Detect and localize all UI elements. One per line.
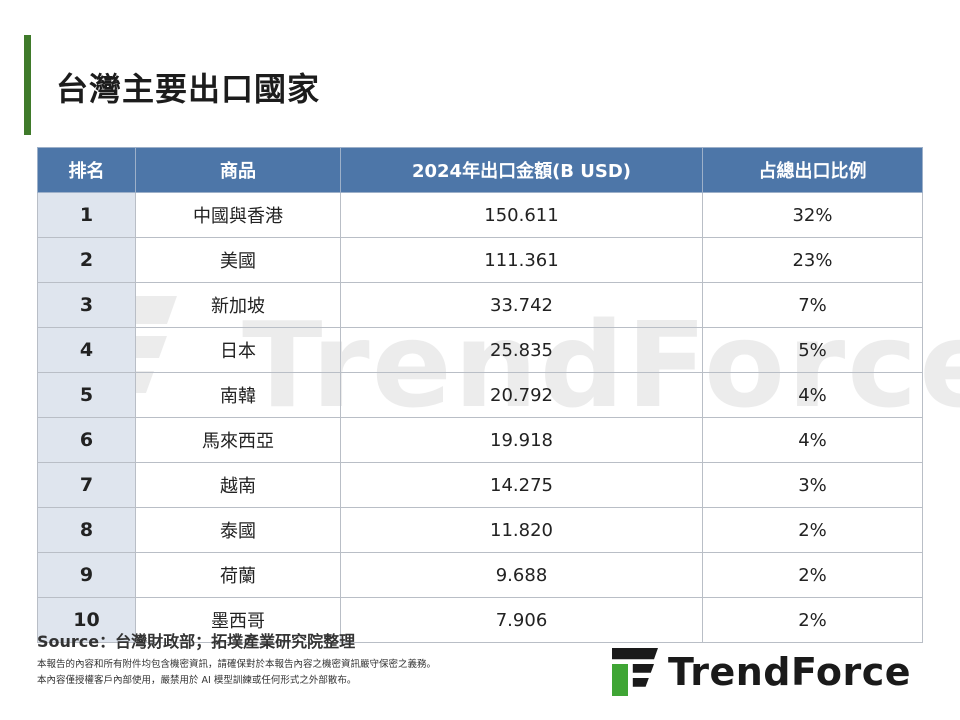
table-row: 6 馬來西亞 19.918 4% [37,417,923,463]
table-row: 9 荷蘭 9.688 2% [37,552,923,598]
title-accent-bar [24,35,31,135]
item-cell: 墨西哥 [135,597,341,643]
amount-cell: 9.688 [340,552,703,598]
share-cell: 23% [702,237,923,283]
rank-cell: 5 [37,372,136,418]
share-cell: 7% [702,282,923,328]
rank-cell: 10 [37,597,136,643]
amount-cell: 25.835 [340,327,703,373]
share-cell: 4% [702,417,923,463]
table-row: 7 越南 14.275 3% [37,462,923,508]
share-cell: 2% [702,597,923,643]
header-rank: 排名 [37,147,136,193]
item-cell: 中國與香港 [135,192,341,238]
item-cell: 日本 [135,327,341,373]
amount-cell: 20.792 [340,372,703,418]
rank-cell: 6 [37,417,136,463]
rank-cell: 4 [37,327,136,373]
amount-cell: 19.918 [340,417,703,463]
amount-cell: 7.906 [340,597,703,643]
share-cell: 5% [702,327,923,373]
rank-cell: 9 [37,552,136,598]
export-table: 排名 商品 2024年出口金額(B USD) 占總出口比例 1 中國與香港 15… [37,147,923,643]
share-cell: 2% [702,507,923,553]
share-cell: 4% [702,372,923,418]
table-row: 1 中國與香港 150.611 32% [37,192,923,238]
item-cell: 越南 [135,462,341,508]
table-row: 10 墨西哥 7.906 2% [37,597,923,643]
item-cell: 南韓 [135,372,341,418]
header-item: 商品 [135,147,341,193]
share-cell: 3% [702,462,923,508]
item-cell: 馬來西亞 [135,417,341,463]
share-cell: 2% [702,552,923,598]
item-cell: 荷蘭 [135,552,341,598]
item-cell: 泰國 [135,507,341,553]
table-row: 2 美國 111.361 23% [37,237,923,283]
amount-cell: 111.361 [340,237,703,283]
page-title: 台灣主要出口國家 [56,70,321,108]
disclaimer-line-1: 本報告的內容和所有附件均包含機密資訊，請確保對於本報告內容之機密資訊嚴守保密之義… [37,659,437,670]
table-row: 8 泰國 11.820 2% [37,507,923,553]
share-cell: 32% [702,192,923,238]
amount-cell: 11.820 [340,507,703,553]
trendforce-logo: TrendForce [612,648,911,696]
source-note: Source：台灣財政部；拓墣產業研究院整理 [37,632,356,651]
rank-cell: 1 [37,192,136,238]
table-row: 5 南韓 20.792 4% [37,372,923,418]
trendforce-logo-icon [612,648,658,696]
disclaimer: 本報告的內容和所有附件均包含機密資訊，請確保對於本報告內容之機密資訊嚴守保密之義… [37,657,436,689]
logo-text: TrendForce [668,650,912,694]
rank-cell: 2 [37,237,136,283]
table-row: 4 日本 25.835 5% [37,327,923,373]
amount-cell: 150.611 [340,192,703,238]
table-header-row: 排名 商品 2024年出口金額(B USD) 占總出口比例 [37,147,923,193]
rank-cell: 7 [37,462,136,508]
rank-cell: 3 [37,282,136,328]
header-share: 占總出口比例 [702,147,923,193]
disclaimer-line-2: 本內容僅授權客戶內部使用，嚴禁用於 AI 模型訓練或任何形式之外部散布。 [37,675,357,686]
rank-cell: 8 [37,507,136,553]
amount-cell: 33.742 [340,282,703,328]
item-cell: 新加坡 [135,282,341,328]
table-row: 3 新加坡 33.742 7% [37,282,923,328]
item-cell: 美國 [135,237,341,283]
amount-cell: 14.275 [340,462,703,508]
header-amount: 2024年出口金額(B USD) [340,147,703,193]
